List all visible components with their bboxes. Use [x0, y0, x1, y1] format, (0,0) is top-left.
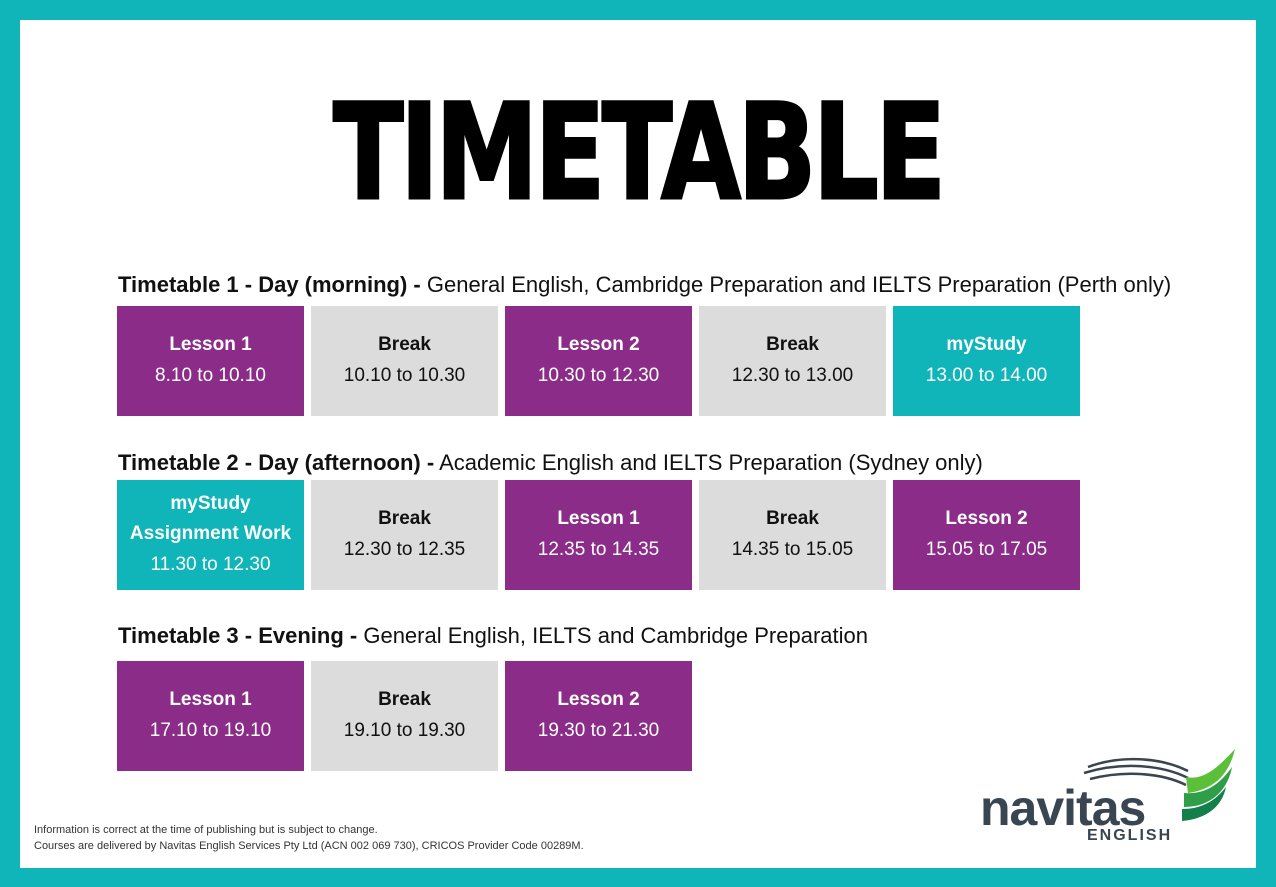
timetable-card: TIMETABLE Timetable 1 - Day (morning) - … — [20, 20, 1256, 868]
navitas-logo: navitas ENGLISH — [980, 745, 1240, 850]
lesson-block: Lesson 1 8.10 to 10.10 — [117, 306, 304, 416]
lesson-block: Lesson 1 17.10 to 19.10 — [117, 661, 304, 771]
lesson-block: Lesson 2 10.30 to 12.30 — [505, 306, 692, 416]
logo-subtext: ENGLISH — [1087, 827, 1173, 844]
mystudy-block: myStudy 13.00 to 14.00 — [893, 306, 1080, 416]
lesson-block: Lesson 2 15.05 to 17.05 — [893, 480, 1080, 590]
block-label: Break — [766, 334, 819, 355]
block-label-sub: Assignment Work — [129, 523, 292, 544]
block-label: myStudy — [946, 334, 1027, 355]
break-block: Break 14.35 to 15.05 — [699, 480, 886, 590]
section-heading-bold: Timetable 3 - Evening - — [118, 623, 358, 648]
footer-line: Information is correct at the time of pu… — [34, 824, 378, 836]
lesson-block: Lesson 2 19.30 to 21.30 — [505, 661, 692, 771]
block-label: Break — [378, 334, 431, 355]
timetable-row-2: myStudy Assignment Work 11.30 to 12.30 B… — [117, 480, 1087, 590]
block-time: 19.30 to 21.30 — [537, 720, 660, 741]
block-time: 10.10 to 10.30 — [343, 365, 466, 386]
block-time: 12.30 to 12.35 — [343, 539, 466, 560]
block-label: Break — [766, 508, 819, 529]
block-time: 10.30 to 12.30 — [537, 365, 660, 386]
block-time: 8.10 to 10.10 — [155, 365, 266, 386]
section-heading-text: General English, Cambridge Preparation a… — [426, 272, 1172, 297]
section-heading-bold: Timetable 1 - Day (morning) - — [118, 272, 421, 297]
block-time: 14.35 to 15.05 — [731, 539, 854, 560]
logo-swoosh-icon — [1083, 749, 1235, 821]
block-time: 19.10 to 19.30 — [343, 720, 466, 741]
section-heading-3: Timetable 3 - Evening - General English,… — [118, 623, 868, 649]
block-time: 12.35 to 14.35 — [537, 539, 660, 560]
section-heading-1: Timetable 1 - Day (morning) - General En… — [118, 272, 1171, 298]
break-block: Break 12.30 to 13.00 — [699, 306, 886, 416]
section-heading-text: General English, IELTS and Cambridge Pre… — [363, 623, 868, 648]
footer-disclaimer: Information is correct at the time of pu… — [34, 822, 584, 854]
block-label: Break — [378, 689, 431, 710]
block-label: Lesson 1 — [169, 689, 252, 710]
block-label: Lesson 2 — [557, 689, 640, 710]
timetable-row-1: Lesson 1 8.10 to 10.10 Break 10.10 to 10… — [117, 306, 1087, 416]
section-heading-text: Academic English and IELTS Preparation (… — [439, 450, 983, 475]
block-label: Lesson 1 — [169, 334, 252, 355]
block-time: 17.10 to 19.10 — [149, 720, 272, 741]
block-time: 13.00 to 14.00 — [925, 365, 1048, 386]
break-block: Break 10.10 to 10.30 — [311, 306, 498, 416]
block-label: Break — [378, 508, 431, 529]
mystudy-block: myStudy Assignment Work 11.30 to 12.30 — [117, 480, 304, 590]
lesson-block: Lesson 1 12.35 to 14.35 — [505, 480, 692, 590]
page-title: TIMETABLE — [332, 76, 947, 230]
block-time: 11.30 to 12.30 — [150, 554, 271, 575]
block-time: 15.05 to 17.05 — [925, 539, 1048, 560]
block-label: Lesson 1 — [557, 508, 640, 529]
section-heading-bold: Timetable 2 - Day (afternoon) - — [118, 450, 435, 475]
section-heading-2: Timetable 2 - Day (afternoon) - Academic… — [118, 450, 983, 476]
block-label: myStudy — [170, 493, 251, 514]
block-time: 12.30 to 13.00 — [731, 365, 854, 386]
break-block: Break 12.30 to 12.35 — [311, 480, 498, 590]
logo-wordmark: navitas — [980, 780, 1146, 836]
block-label: Lesson 2 — [945, 508, 1028, 529]
footer-line: Courses are delivered by Navitas English… — [34, 840, 584, 852]
block-label: Lesson 2 — [557, 334, 640, 355]
timetable-row-3: Lesson 1 17.10 to 19.10 Break 19.10 to 1… — [117, 661, 699, 771]
break-block: Break 19.10 to 19.30 — [311, 661, 498, 771]
